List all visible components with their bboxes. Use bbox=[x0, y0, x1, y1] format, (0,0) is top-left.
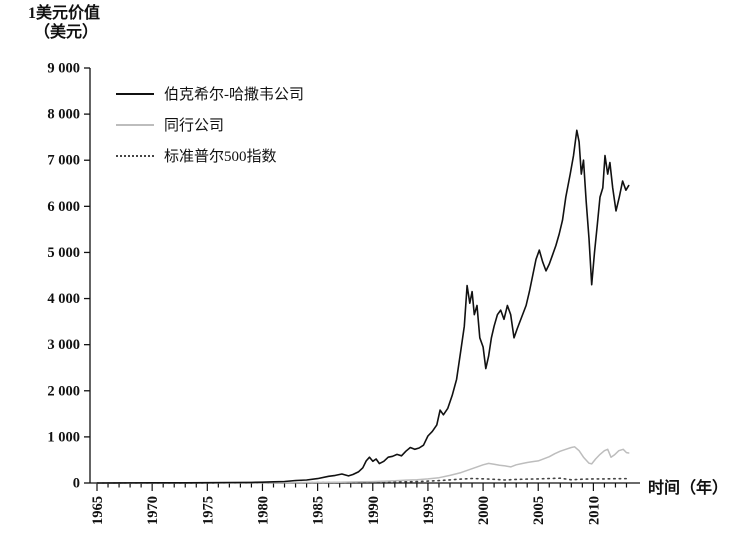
y-axis-title: 1美元价值 （美元） bbox=[28, 4, 100, 42]
y-tick-label: 8 000 bbox=[47, 107, 80, 123]
dotted-line-swatch bbox=[116, 154, 154, 157]
x-tick-label: 2010 bbox=[586, 496, 602, 525]
x-tick-label: 1965 bbox=[90, 496, 106, 525]
x-tick-label: 1985 bbox=[311, 496, 327, 525]
y-tick-label: 9 000 bbox=[47, 61, 80, 77]
x-tick-label: 1980 bbox=[255, 496, 271, 525]
x-axis-title: 时间（年） bbox=[648, 480, 729, 497]
legend-label: 标准普尔500指数 bbox=[164, 149, 277, 165]
solid-gray-line-swatch bbox=[116, 123, 154, 126]
y-tick-label: 6 000 bbox=[47, 199, 80, 215]
chart-legend: 伯克希尔-哈撒韦公司 同行公司 标准普尔500指数 bbox=[116, 78, 304, 171]
y-tick-label: 5 000 bbox=[47, 245, 80, 261]
series-line-berkshire bbox=[96, 129, 630, 484]
y-tick-label: 3 000 bbox=[47, 337, 80, 353]
y-axis-title-line2: （美元） bbox=[34, 24, 99, 42]
y-tick-label: 4 000 bbox=[47, 291, 80, 307]
solid-black-line-swatch bbox=[116, 92, 154, 95]
x-tick-label: 2000 bbox=[476, 496, 492, 525]
x-tick-label: 1990 bbox=[366, 496, 382, 525]
x-tick-label: 2005 bbox=[531, 496, 547, 525]
legend-item-sp500: 标准普尔500指数 bbox=[116, 140, 304, 171]
y-tick-label: 1 000 bbox=[47, 429, 80, 445]
x-tick-label: 1995 bbox=[421, 496, 437, 525]
x-tick-label: 1975 bbox=[200, 496, 216, 525]
legend-item-peers: 同行公司 bbox=[116, 109, 304, 140]
legend-item-berkshire: 伯克希尔-哈撒韦公司 bbox=[116, 78, 304, 109]
series-line-peers bbox=[96, 446, 630, 484]
legend-label: 伯克希尔-哈撒韦公司 bbox=[164, 87, 304, 103]
legend-label: 同行公司 bbox=[164, 118, 225, 134]
y-tick-label: 0 bbox=[73, 476, 80, 492]
x-tick-label: 1970 bbox=[145, 496, 161, 525]
y-tick-label: 2 000 bbox=[47, 383, 80, 399]
y-tick-label: 7 000 bbox=[47, 153, 80, 169]
y-axis-title-line1: 1美元价值 bbox=[28, 5, 101, 22]
